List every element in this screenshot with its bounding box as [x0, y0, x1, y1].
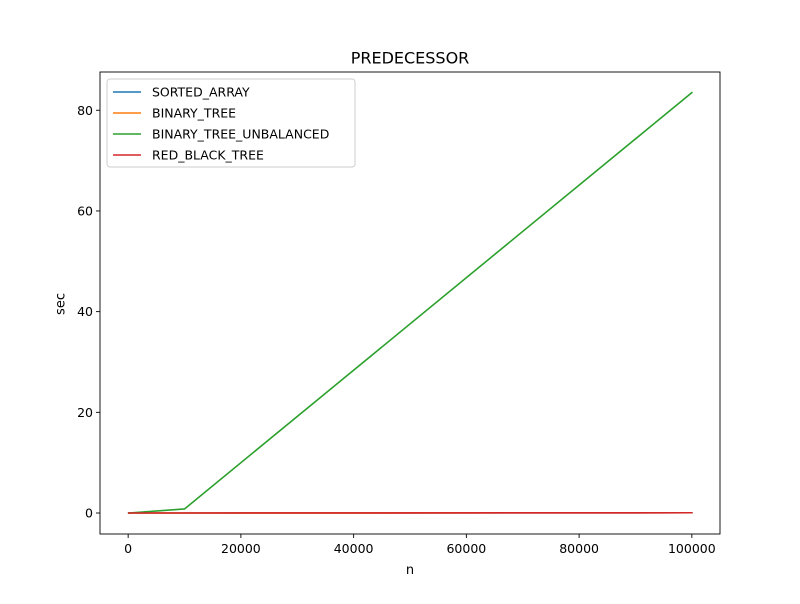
x-tick-label: 20000	[221, 541, 261, 556]
y-tick-label: 20	[77, 405, 93, 420]
x-tick-label: 40000	[334, 541, 374, 556]
x-tick-label: 60000	[446, 541, 486, 556]
legend-label: RED_BLACK_TREE	[152, 148, 264, 163]
chart-title: PREDECESSOR	[351, 49, 470, 68]
legend-label: BINARY_TREE	[152, 106, 236, 121]
legend-label: BINARY_TREE_UNBALANCED	[152, 127, 329, 142]
x-tick-label: 0	[124, 541, 132, 556]
y-axis-label: sec	[54, 293, 69, 315]
y-tick-label: 0	[85, 506, 93, 521]
y-tick-label: 80	[77, 103, 93, 118]
x-tick-label: 100000	[668, 541, 716, 556]
x-axis-label: n	[406, 563, 414, 578]
x-tick-label: 80000	[559, 541, 599, 556]
y-tick-label: 60	[77, 203, 93, 218]
y-tick-label: 40	[77, 304, 93, 319]
legend-label: SORTED_ARRAY	[152, 85, 250, 100]
